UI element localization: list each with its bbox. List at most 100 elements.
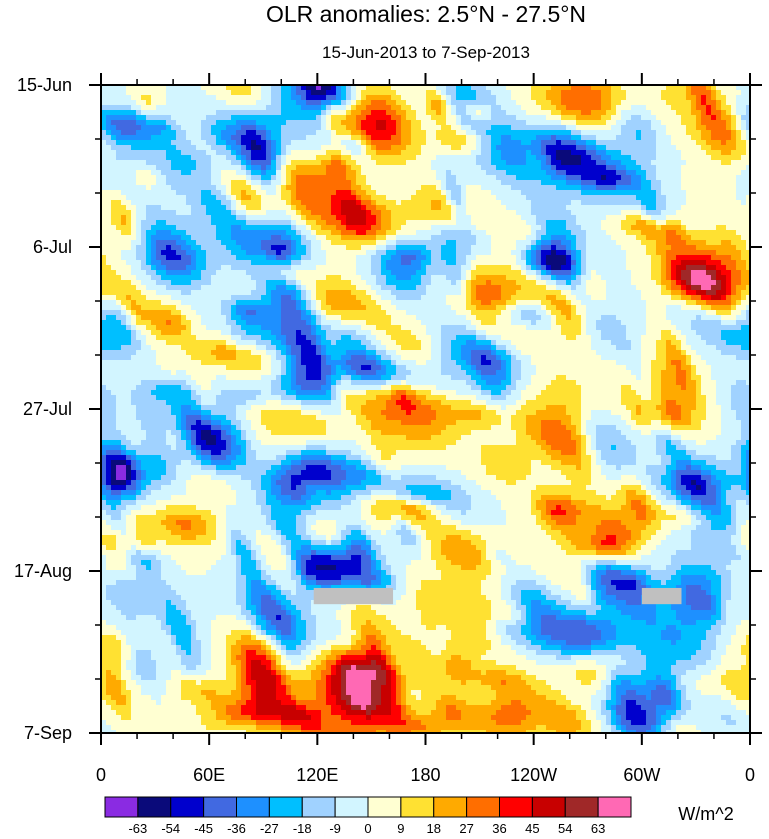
field-cell <box>291 150 297 156</box>
field-cell <box>596 95 602 101</box>
field-cell <box>706 220 712 226</box>
field-cell <box>186 195 192 201</box>
field-cell <box>521 190 527 196</box>
field-cell <box>246 250 252 256</box>
field-cell <box>736 195 742 201</box>
field-cell <box>201 170 207 176</box>
field-cell <box>156 140 162 146</box>
field-cell <box>696 145 702 151</box>
field-cell <box>611 255 617 261</box>
field-cell <box>451 125 457 131</box>
field-cell <box>621 250 627 256</box>
field-cell <box>396 195 402 201</box>
field-cell <box>626 90 632 96</box>
field-cell <box>171 100 177 106</box>
field-cell <box>341 120 347 126</box>
field-cell <box>386 190 392 196</box>
field-cell <box>551 170 557 176</box>
field-cell <box>206 245 212 251</box>
field-cell <box>676 130 682 136</box>
field-cell <box>251 180 257 186</box>
field-cell <box>146 160 152 166</box>
field-cell <box>161 175 167 181</box>
field-cell <box>326 145 332 151</box>
field-cell <box>191 145 197 151</box>
field-cell <box>521 250 527 256</box>
field-cell <box>271 145 277 151</box>
field-cell <box>221 135 227 141</box>
field-cell <box>216 195 222 201</box>
field-cell <box>401 160 407 166</box>
field-cell <box>281 155 287 161</box>
field-cell <box>491 155 497 161</box>
field-cell <box>176 95 182 101</box>
field-cell <box>711 105 717 111</box>
field-cell <box>706 230 712 236</box>
field-cell <box>281 175 287 181</box>
field-cell <box>691 265 697 271</box>
field-cell <box>366 255 372 261</box>
field-cell <box>351 100 357 106</box>
field-cell <box>141 155 147 161</box>
field-cell <box>331 95 337 101</box>
field-cell <box>576 145 582 151</box>
field-cell <box>376 115 382 121</box>
field-cell <box>676 220 682 226</box>
field-cell <box>666 235 672 241</box>
field-cell <box>396 200 402 206</box>
field-cell <box>231 190 237 196</box>
field-cell <box>636 95 642 101</box>
field-cell <box>301 130 307 136</box>
field-cell <box>711 230 717 236</box>
field-cell <box>266 220 272 226</box>
field-cell <box>211 265 217 271</box>
field-cell <box>251 190 257 196</box>
field-cell <box>416 165 422 171</box>
field-cell <box>446 220 452 226</box>
field-cell <box>536 225 542 231</box>
field-cell <box>666 140 672 146</box>
field-cell <box>616 105 622 111</box>
field-cell <box>101 240 107 246</box>
field-cell <box>191 150 197 156</box>
field-cell <box>471 215 477 221</box>
field-cell <box>161 255 167 261</box>
field-cell <box>376 250 382 256</box>
field-cell <box>506 260 512 266</box>
field-cell <box>206 265 212 271</box>
field-cell <box>131 90 137 96</box>
field-cell <box>351 135 357 141</box>
field-cell <box>526 210 532 216</box>
field-cell <box>626 260 632 266</box>
field-cell <box>376 220 382 226</box>
field-cell <box>666 225 672 231</box>
field-cell <box>286 145 292 151</box>
field-cell <box>121 190 127 196</box>
field-cell <box>176 160 182 166</box>
field-cell <box>441 245 447 251</box>
field-cell <box>341 95 347 101</box>
field-cell <box>196 260 202 266</box>
field-cell <box>671 195 677 201</box>
field-cell <box>541 270 547 276</box>
field-cell <box>496 190 502 196</box>
field-cell <box>446 225 452 231</box>
field-cell <box>106 135 112 141</box>
field-cell <box>661 210 667 216</box>
field-cell <box>536 200 542 206</box>
field-cell <box>556 130 562 136</box>
field-cell <box>391 105 397 111</box>
field-cell <box>311 110 317 116</box>
field-cell <box>586 120 592 126</box>
field-cell <box>421 195 427 201</box>
field-cell <box>646 245 652 251</box>
field-cell <box>201 220 207 226</box>
field-cell <box>306 200 312 206</box>
field-cell <box>316 255 322 261</box>
field-cell <box>681 160 687 166</box>
field-cell <box>136 215 142 221</box>
field-cell <box>216 245 222 251</box>
field-cell <box>636 270 642 276</box>
field-cell <box>581 260 587 266</box>
field-cell <box>191 220 197 226</box>
